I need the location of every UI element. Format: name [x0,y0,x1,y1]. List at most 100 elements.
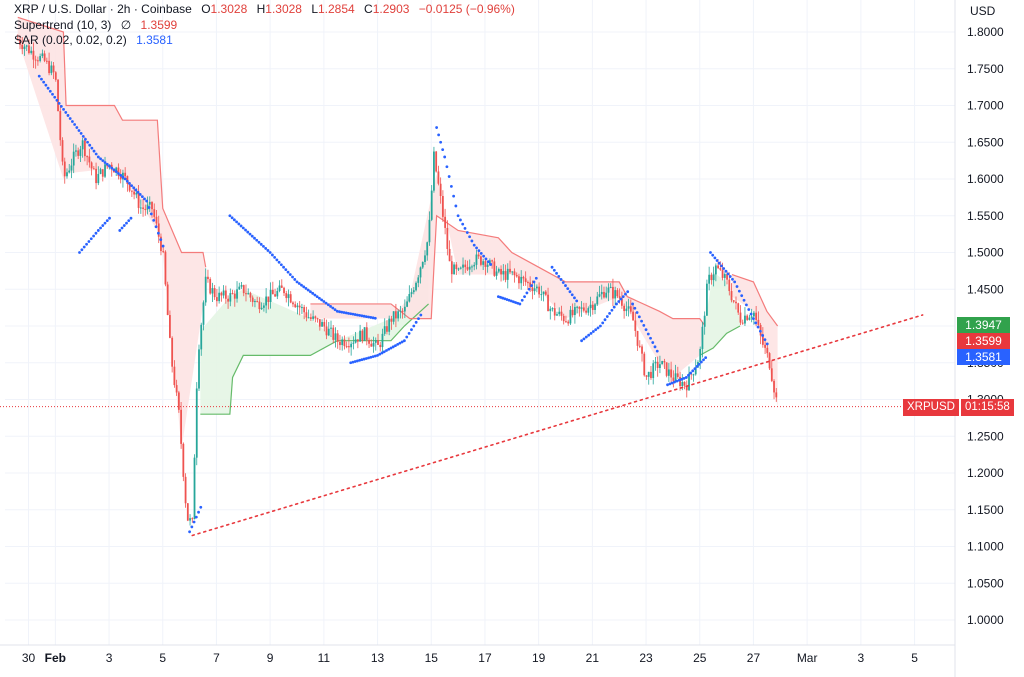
candle-body [390,318,393,322]
sar-dot [122,224,126,227]
candle-body [706,283,708,316]
sar-dot [596,326,600,330]
sar-dot [735,285,739,288]
candle-body [240,285,243,287]
legend-sar-row[interactable]: SAR (0.02, 0.02, 0.2) 1.3581 [14,33,515,49]
candle-body [616,290,619,297]
candle-body [708,274,711,284]
sar-dot [711,253,715,257]
candle-body [766,347,769,354]
candle-body [39,56,42,61]
candle-body [737,303,740,313]
sar-dot [475,246,478,250]
candle-body [298,305,301,308]
sar-dot [371,355,375,359]
candle-body [175,385,178,393]
candle-body [529,282,532,288]
sar-dot [668,382,672,386]
sar-dot [84,137,87,141]
sar-dot [322,300,326,303]
sar-dot [520,298,524,302]
sar-dot [715,259,719,262]
symbol-title[interactable]: XRP / U.S. Dollar · 2h · Coinbase [14,2,192,16]
candle-body [189,518,191,521]
sar-dot [761,334,765,337]
candle-body [473,264,476,267]
sar-dot [385,349,388,352]
sar-dot [373,316,377,320]
sar-dot [642,323,646,327]
sar-dot [499,295,502,299]
candle-body [558,311,561,315]
candle-body [652,363,655,379]
sar-dot [610,308,614,312]
sar-dot [329,305,332,308]
candle-body [589,304,592,309]
sar-dot [507,298,511,302]
candle-body [692,374,695,376]
candle-body [377,340,379,345]
legend-supertrend-row[interactable]: Supertrend (10, 3) ∅ 1.3599 [14,18,515,34]
supertrend-line [310,214,706,327]
candle-body [484,261,487,267]
candle-body [437,171,440,184]
change-value: −0.0125 (−0.96%) [418,2,515,16]
sar-dot [514,301,517,304]
time-tick-label: 5 [911,651,918,665]
sar-dot [633,306,637,310]
candle-body [582,307,585,311]
candle-body [238,286,241,290]
candle-body [435,151,438,172]
candle-body [578,306,581,309]
candle-body [200,324,203,350]
sar-dot [575,299,579,303]
candle-body [48,60,50,74]
candle-body [670,369,673,378]
time-tick-label: 27 [747,651,761,665]
sar-dot [621,295,625,298]
sar-dot [459,218,462,222]
candle-body [741,322,744,324]
candle-body [464,264,467,268]
currency-label[interactable]: USD [970,4,996,18]
sar-dot [758,329,762,333]
candle-body [341,339,344,346]
candle-body [520,276,523,284]
sar-dot [651,341,655,344]
sar-dot [51,92,54,96]
candle-body [66,172,68,177]
candle-body [318,319,321,327]
sar-dot [713,256,717,260]
candle-body [218,292,221,302]
price-tick-label: 1.6000 [967,172,1004,186]
sar-dot [351,360,355,364]
sar-dot [394,344,397,347]
sar-dot [237,222,241,226]
sar-dot [461,222,465,226]
candle-body [374,340,377,343]
sar-dot [376,354,379,357]
time-axis[interactable]: 30 Feb 3 5 7 9 11 13 15 17 19 21 23 25 27 Mar 3 5 [22,651,918,665]
candle-body [591,304,594,310]
sar-dot [516,301,520,305]
candle-body [641,346,643,354]
candle-body [233,293,236,299]
supertrend-label: Supertrend (10, 3) [14,17,112,32]
sar-dot [509,299,513,303]
candle-body [50,65,53,74]
candle-body [674,373,677,381]
sar-dot [99,226,102,230]
candle-body [551,308,554,310]
candle-body [61,140,64,162]
sar-dot [82,245,86,249]
time-tick-label: 11 [318,651,331,665]
candle-body [509,268,511,273]
candle-body [209,279,212,294]
candle-body [104,164,106,177]
candle-body [421,261,424,268]
time-tick-label: 23 [639,651,653,665]
price-tick-label: 1.0500 [967,576,1004,590]
sar-dot [367,315,370,319]
candle-body [723,274,726,278]
